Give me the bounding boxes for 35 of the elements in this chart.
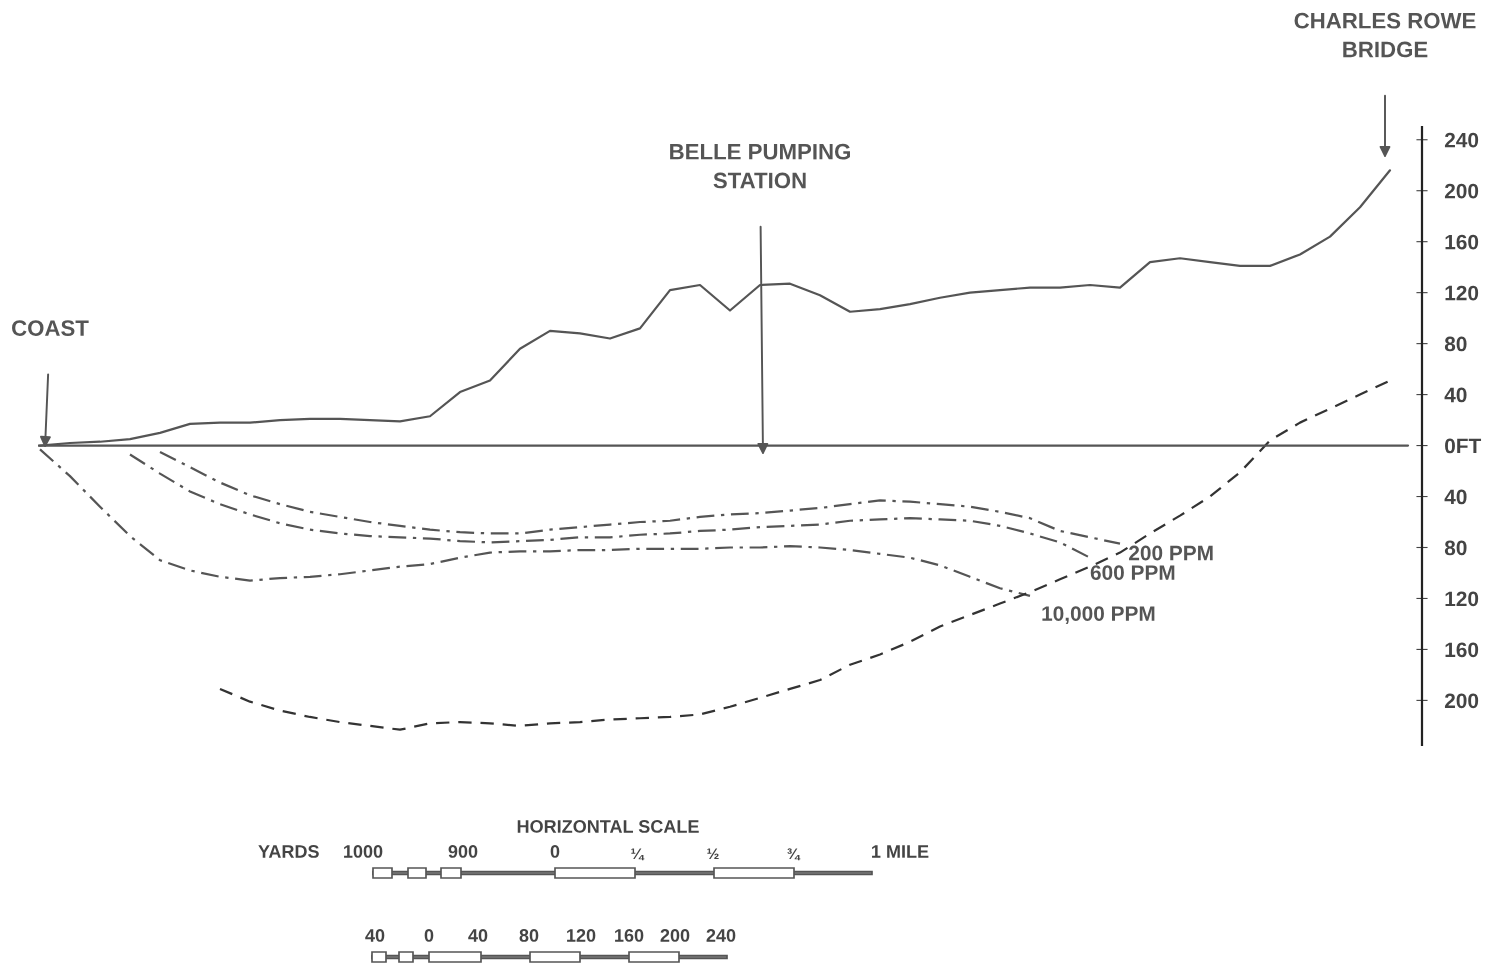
text: ¾ bbox=[787, 848, 801, 861]
text: 1 MILE bbox=[872, 845, 929, 858]
y-tick-label: 240 bbox=[1444, 132, 1479, 148]
text: 0 bbox=[550, 845, 560, 858]
text: YARDS bbox=[258, 845, 319, 858]
y-tick-label: 80 bbox=[1444, 336, 1467, 352]
series-label: 200 PPM bbox=[1129, 545, 1213, 561]
y-tick-label: 80 bbox=[1444, 540, 1467, 556]
annotation: COAST bbox=[12, 320, 89, 336]
text: ½ bbox=[707, 848, 719, 859]
text: 900 bbox=[448, 845, 478, 858]
y-tick-label: 200 bbox=[1444, 693, 1479, 709]
text: HORIZONTAL SCALE bbox=[517, 820, 699, 833]
y-tick-label: 160 bbox=[1445, 234, 1479, 250]
text: 40 bbox=[365, 929, 385, 942]
text: 160 bbox=[615, 929, 644, 942]
text: ¼ bbox=[631, 848, 645, 861]
y-tick-label: 120 bbox=[1445, 591, 1479, 607]
y-tick-label: 160 bbox=[1445, 642, 1479, 658]
y-tick-label: 0FT bbox=[1445, 438, 1482, 454]
text: 120 bbox=[567, 929, 596, 942]
text: 1000 bbox=[344, 845, 383, 858]
text: 80 bbox=[519, 929, 539, 942]
text: 200 bbox=[660, 929, 690, 942]
series-label: 10,000 PPM bbox=[1042, 606, 1155, 624]
y-tick-label: 200 bbox=[1444, 183, 1479, 199]
y-tick-label: 40 bbox=[1444, 489, 1467, 505]
annotation: BELLE PUMPING STATION bbox=[670, 143, 850, 189]
text: 240 bbox=[706, 929, 736, 942]
y-tick-label: 120 bbox=[1445, 285, 1479, 301]
text: CHARLES ROWE BRIDGE bbox=[1294, 12, 1476, 58]
series-label: 600 PPM bbox=[1090, 565, 1175, 580]
y-tick-label: 40 bbox=[1444, 387, 1467, 403]
text: 40 bbox=[468, 929, 488, 942]
text: 0 bbox=[424, 929, 434, 942]
